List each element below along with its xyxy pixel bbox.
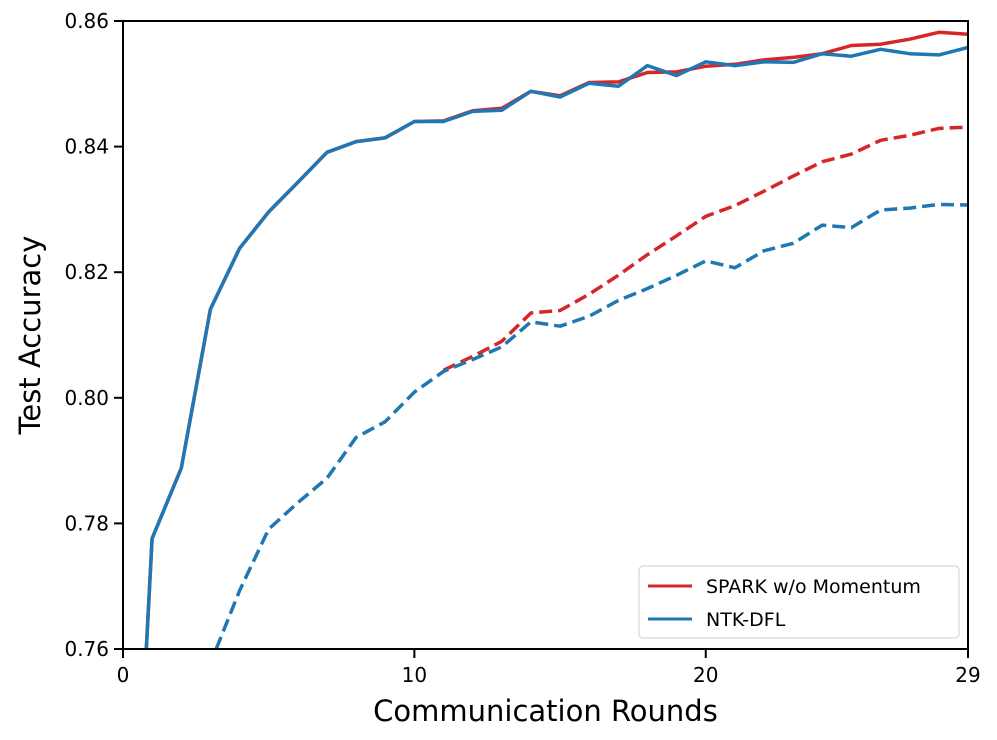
x-axis-label: Communication Rounds: [373, 694, 718, 728]
legend: SPARK w/o Momentum NTK-DFL: [638, 565, 960, 639]
series-line-ntk-solid: [144, 45, 968, 649]
y-tick-label-0.76: 0.76: [64, 637, 109, 661]
plot-frame: [122, 20, 969, 650]
y-tick-label-0.86: 0.86: [64, 9, 109, 33]
y-axis-label: Test Accuracy: [13, 236, 47, 436]
y-tick-label-0.80: 0.80: [64, 386, 109, 410]
x-tick-label-0: 0: [117, 663, 130, 687]
series-layer: [144, 30, 968, 649]
y-tick-label-0.84: 0.84: [64, 135, 109, 159]
x-tick-label-29: 29: [955, 663, 980, 687]
x-tick-label-20: 20: [693, 663, 718, 687]
y-tick-label-0.78: 0.78: [64, 511, 109, 535]
legend-box: [638, 565, 960, 639]
series-line-spark-dashed: [442, 125, 968, 372]
y-axis: 0.76 0.78 0.80 0.82 0.84 0.86: [64, 9, 123, 661]
series-line-spark-solid: [144, 30, 968, 649]
series-line-ntk-dashed: [214, 202, 968, 649]
legend-label-ntk-dfl: NTK-DFL: [706, 609, 786, 631]
legend-label-spark: SPARK w/o Momentum: [706, 576, 921, 598]
x-axis: 0 10 20 29: [117, 649, 981, 687]
x-tick-label-10: 10: [402, 663, 427, 687]
y-tick-label-0.82: 0.82: [64, 260, 109, 284]
